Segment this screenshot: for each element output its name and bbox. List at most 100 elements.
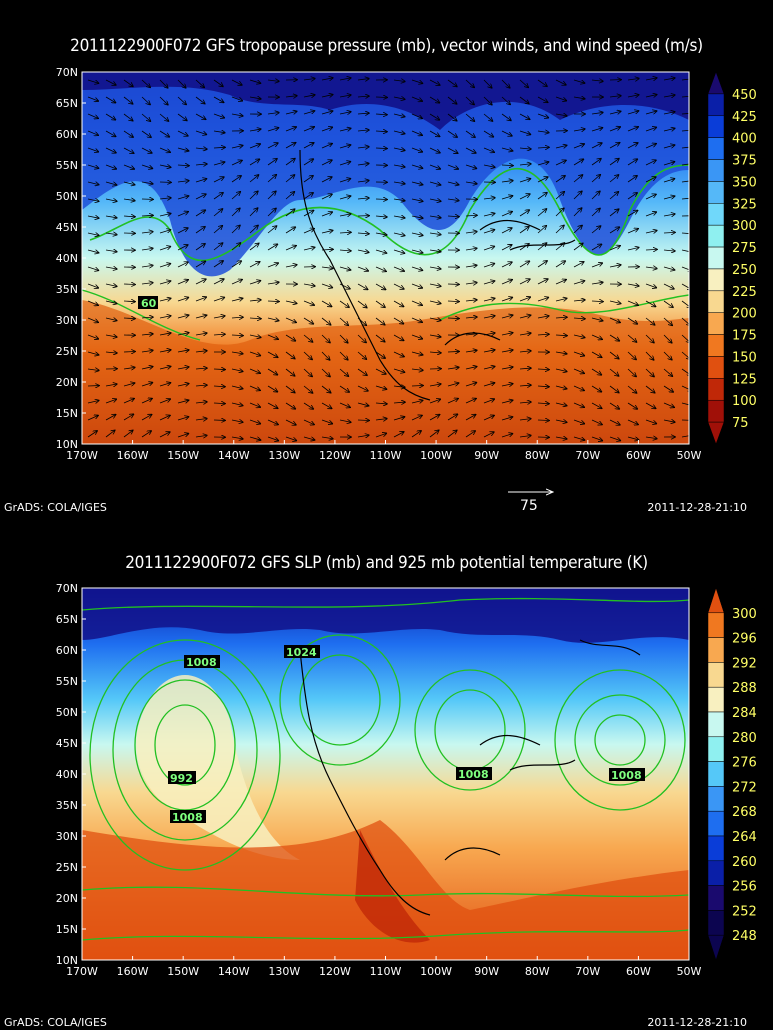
wind-vector xyxy=(249,191,258,200)
wind-vector xyxy=(609,227,619,234)
wind-vector xyxy=(303,437,315,440)
wind-vector xyxy=(123,96,133,104)
wind-vector xyxy=(87,182,99,185)
wind-vector xyxy=(393,334,404,340)
wind-vector xyxy=(141,96,150,105)
panel2-warm-tongue xyxy=(136,675,300,860)
wind-vector xyxy=(195,96,205,104)
wind-vector xyxy=(231,225,240,234)
wind-vector xyxy=(285,209,295,217)
wind-vector xyxy=(393,233,405,235)
panel2-lat-label: 40N xyxy=(56,768,78,781)
wind-vector xyxy=(519,351,531,352)
wind-vector xyxy=(681,130,689,131)
wind-vector xyxy=(321,212,332,217)
wind-vector xyxy=(555,160,566,166)
wind-vector xyxy=(123,147,134,153)
wind-vector xyxy=(123,216,135,217)
wind-vector xyxy=(87,79,99,83)
wind-vector xyxy=(609,351,619,359)
wind-vector xyxy=(105,318,117,320)
wind-vector xyxy=(519,333,531,335)
wind-vector xyxy=(231,145,243,148)
wind-vector xyxy=(303,229,314,234)
wind-vector xyxy=(339,300,349,307)
wind-vector xyxy=(321,300,332,306)
wind-vector xyxy=(393,283,404,289)
wind-vector xyxy=(519,385,531,386)
wind-vector xyxy=(537,420,549,421)
wind-vector xyxy=(177,280,188,285)
panel2-colorbar-label: 252 xyxy=(732,904,757,919)
wind-vector xyxy=(465,96,474,105)
wind-vector xyxy=(681,300,689,308)
wind-vector xyxy=(87,266,98,270)
vector-scale-label: 75 xyxy=(520,498,538,514)
wind-vector xyxy=(177,434,188,438)
panel1-colorbar-label: 200 xyxy=(732,307,757,322)
wind-vector xyxy=(231,335,243,336)
wind-vector xyxy=(159,383,171,387)
wind-vector xyxy=(321,368,330,377)
wind-vector xyxy=(609,317,620,322)
wind-vector xyxy=(177,297,188,302)
wind-vector xyxy=(105,284,117,286)
wind-vector xyxy=(555,369,567,371)
wind-vector xyxy=(645,95,657,97)
wind-vector xyxy=(519,279,530,285)
wind-vector xyxy=(375,233,387,235)
wind-vector xyxy=(411,130,422,135)
panel2-contour-label-1008-c: 1008 xyxy=(456,767,492,781)
wind-vector xyxy=(141,215,153,216)
wind-vector xyxy=(213,79,223,86)
wind-vector xyxy=(429,352,441,353)
wind-vector xyxy=(663,196,675,199)
wind-vector xyxy=(537,193,547,200)
panel2-lon-label: 120W xyxy=(319,965,351,978)
wind-vector xyxy=(411,415,422,421)
panel1-lon-label: 160W xyxy=(117,449,149,462)
wind-vector xyxy=(87,400,99,403)
wind-vector xyxy=(267,80,279,81)
wind-vector xyxy=(537,162,549,166)
wind-vector xyxy=(159,130,169,137)
wind-vector xyxy=(663,250,675,251)
wind-vector xyxy=(249,159,259,166)
wind-vector xyxy=(285,159,295,166)
panel2-lon-label: 160W xyxy=(117,965,149,978)
panel2-colorbar-label: 288 xyxy=(732,681,757,696)
panel1-colorbar-label: 125 xyxy=(732,372,757,387)
wind-vector xyxy=(591,334,602,339)
panel2-lat-label: 70N xyxy=(56,582,78,595)
wind-vector xyxy=(501,212,512,217)
wind-vector xyxy=(681,147,689,148)
wind-vector xyxy=(573,436,585,440)
wind-vector xyxy=(681,385,689,391)
panel1-lon-label: 170W xyxy=(66,449,98,462)
wind-vector xyxy=(537,403,549,404)
wind-vector xyxy=(177,417,189,421)
wind-vector xyxy=(591,368,601,375)
wind-vector xyxy=(321,160,332,166)
wind-vector xyxy=(285,111,297,114)
panel2-colorbar-label: 272 xyxy=(732,780,757,795)
wind-vector xyxy=(141,164,152,168)
panel2-lon-label: 110W xyxy=(370,965,402,978)
panel1-colorbar-label: 325 xyxy=(732,197,757,212)
panel1-lat-label: 10N xyxy=(56,438,78,451)
wind-vector xyxy=(573,144,584,149)
wind-vector xyxy=(231,208,240,217)
wind-vector xyxy=(573,402,584,407)
wind-vector xyxy=(465,283,477,284)
wind-vector xyxy=(573,243,583,251)
wind-vector xyxy=(231,176,241,183)
wind-vector xyxy=(501,79,510,88)
wind-vector xyxy=(339,283,350,289)
wind-vector xyxy=(627,368,636,376)
wind-vector xyxy=(123,414,133,421)
panel2-lat-label: 50N xyxy=(56,706,78,719)
wind-vector xyxy=(267,226,277,234)
wind-vector xyxy=(663,317,672,325)
wind-vector xyxy=(231,280,242,285)
wind-vector xyxy=(231,403,243,406)
